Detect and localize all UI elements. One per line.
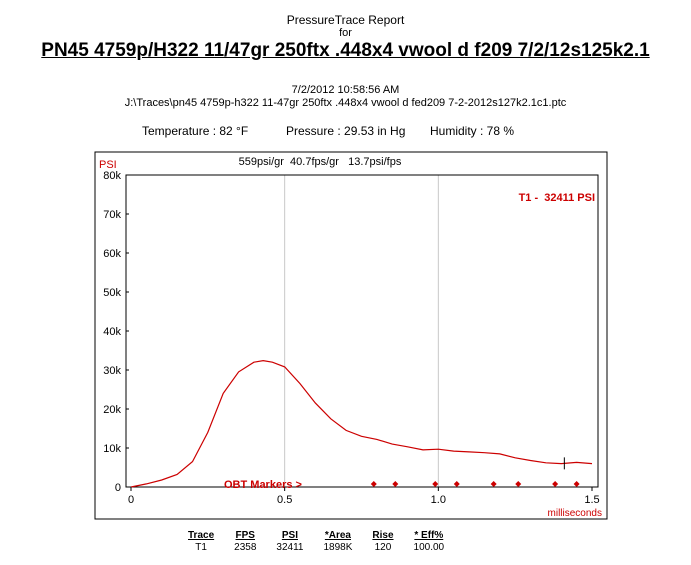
y-tick-label: 40k: [103, 326, 121, 338]
y-tick-label: 0: [115, 482, 121, 494]
obt-marker: [392, 481, 399, 487]
report-title: PressureTrace Report: [286, 13, 405, 27]
cell-area: 1898K: [323, 542, 353, 553]
header-fps: FPS: [235, 530, 255, 541]
summary-row: T1 2358 32411 1898K 120 100.00: [178, 541, 454, 554]
x-axis-label: milliseconds: [548, 508, 602, 519]
cell-trace: T1: [195, 542, 207, 553]
header-rise: Rise: [372, 530, 394, 541]
summary-table: Trace FPS PSI *Area Rise * Eff% T1 2358 …: [178, 530, 454, 554]
y-tick-label: 80k: [103, 170, 121, 182]
obt-marker: [490, 481, 497, 487]
cell-eff: 100.00: [413, 542, 445, 553]
obt-markers-label: OBT Markers >: [224, 479, 302, 491]
header-trace: Trace: [188, 530, 215, 541]
x-tick-label: 0: [128, 494, 134, 506]
cell-rise: 120: [374, 542, 392, 553]
x-tick-label: 1.5: [584, 494, 599, 506]
cell-psi: 32411: [276, 542, 304, 553]
obt-marker: [453, 481, 460, 487]
temperature-reading: Temperature : 82 °F: [142, 124, 249, 138]
obt-marker: [370, 481, 377, 487]
y-tick-label: 10k: [103, 443, 121, 455]
chart-frame: [94, 151, 608, 520]
y-tick-label: 50k: [103, 287, 121, 299]
header-eff: * Eff%: [414, 530, 444, 541]
x-tick-label: 0.5: [277, 494, 292, 506]
obt-marker: [515, 481, 522, 487]
obt-marker: [573, 481, 580, 487]
pressure-trace-line: [130, 359, 593, 488]
humidity-reading: Humidity : 78 %: [430, 124, 515, 138]
obt-marker: [552, 481, 559, 487]
stats-line: 559psi/gr 40.7fps/gr 13.7psi/fps: [239, 156, 402, 168]
y-tick-label: 30k: [103, 365, 121, 377]
trace-peak-label: T1 - 32411 PSI: [519, 192, 595, 204]
header-area: *Area: [324, 530, 351, 541]
y-axis-label: PSI: [99, 159, 117, 171]
cell-fps: 2358: [234, 542, 257, 553]
y-tick-label: 20k: [103, 404, 121, 416]
trace-name-heading: PN45 4759p/H322 11/47gr 250ftx .448x4 vw…: [41, 40, 650, 61]
obt-marker: [432, 481, 439, 487]
y-tick-label: 60k: [103, 248, 121, 260]
y-tick-label: 70k: [103, 209, 121, 221]
header-psi: PSI: [281, 530, 298, 541]
report-for-label: for: [339, 27, 352, 39]
pressure-reading: Pressure : 29.53 in Hg: [286, 124, 406, 138]
report-file-path: J:\Traces\pn45 4759p-h322 11-47gr 250ftx…: [124, 97, 567, 109]
report-datetime: 7/2/2012 10:58:56 AM: [291, 84, 400, 96]
summary-header-row: Trace FPS PSI *Area Rise * Eff%: [178, 530, 454, 541]
x-tick-label: 1.0: [431, 494, 446, 506]
